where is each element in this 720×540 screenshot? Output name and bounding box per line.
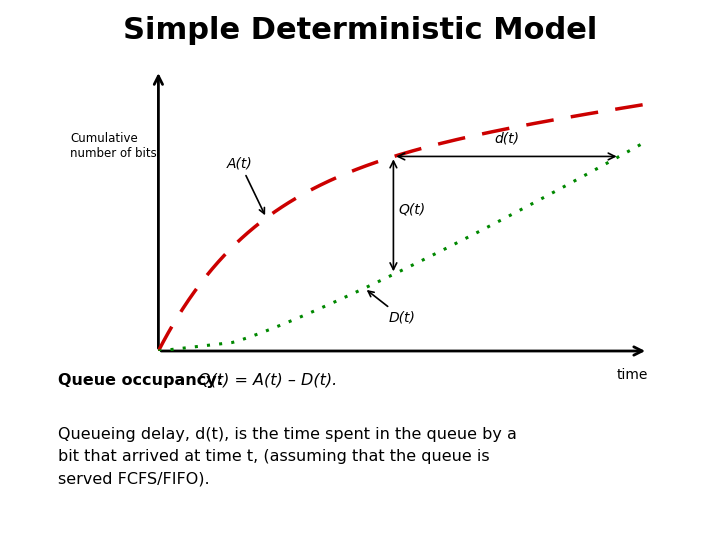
Text: Q(t) = A(t) – D(t).: Q(t) = A(t) – D(t). [198, 373, 337, 388]
Text: D(t): D(t) [368, 291, 415, 325]
Text: Queueing delay, d(t), is the time spent in the queue by a
bit that arrived at ti: Queueing delay, d(t), is the time spent … [58, 427, 516, 486]
Text: Simple Deterministic Model: Simple Deterministic Model [123, 16, 597, 45]
Text: A(t): A(t) [227, 156, 264, 214]
Text: Q(t): Q(t) [398, 202, 426, 217]
Text: Queue occupancy:: Queue occupancy: [58, 373, 228, 388]
Text: d(t): d(t) [494, 131, 519, 145]
Text: time: time [616, 368, 648, 382]
Text: Cumulative
number of bits: Cumulative number of bits [71, 132, 157, 160]
